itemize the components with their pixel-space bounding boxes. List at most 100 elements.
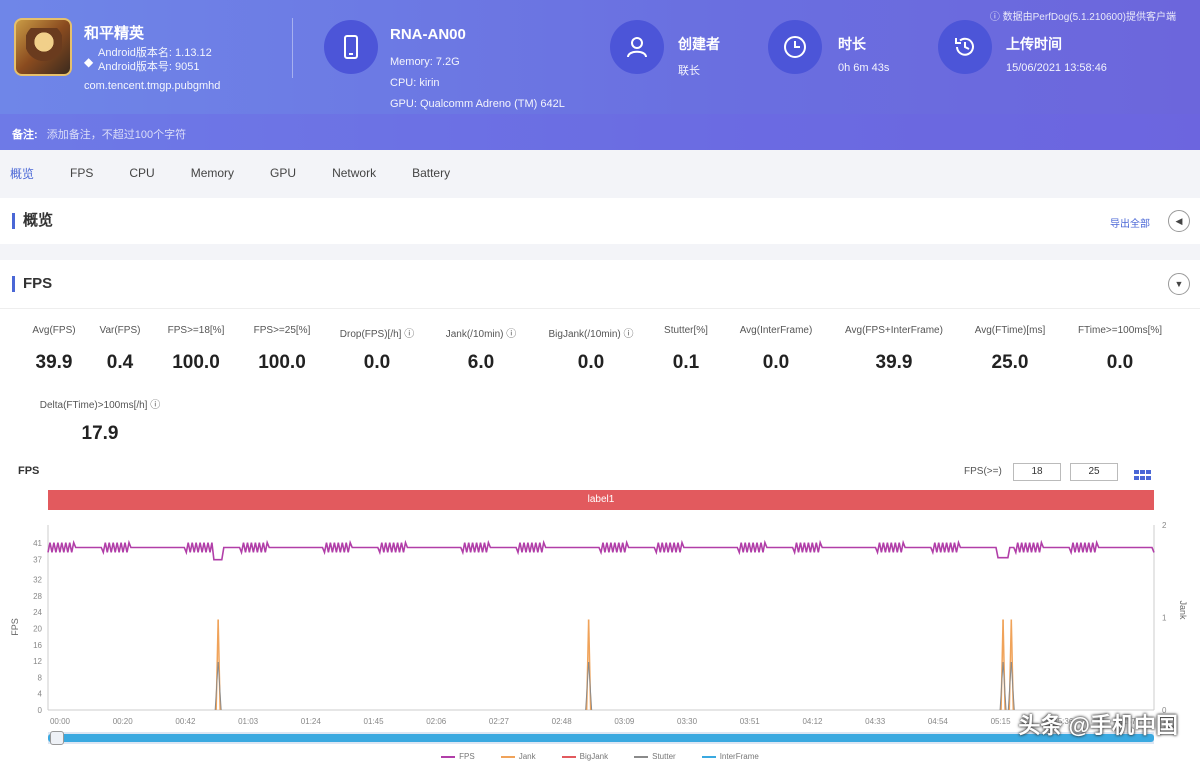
tab-overview[interactable]: 概览 xyxy=(10,166,35,181)
x-tick-label: 05:36 xyxy=(1053,717,1074,726)
stutter-spike xyxy=(588,661,593,711)
legend-label: BigJank xyxy=(579,752,609,761)
watermark: 头条 @手机中国 xyxy=(1018,713,1178,738)
duration-label: 时长 xyxy=(838,36,866,52)
stutter-spike xyxy=(1010,661,1015,711)
legend-label: FPS xyxy=(459,752,475,761)
phone-icon xyxy=(324,20,378,74)
android-diamond-icon: ◆ xyxy=(84,55,94,69)
x-tick-label: 00:20 xyxy=(113,717,134,726)
y2-tick-label: 0 xyxy=(1162,706,1167,715)
duration-value: 0h 6m 43s xyxy=(838,62,890,74)
collapse-left-icon[interactable]: ◀ xyxy=(1168,210,1190,232)
x-tick-label: 04:33 xyxy=(865,717,886,726)
legend-item[interactable]: BigJank xyxy=(561,752,609,761)
legend-item[interactable]: InterFrame xyxy=(701,752,759,761)
x-tick-label: 05:15 xyxy=(991,717,1012,726)
metric-value: 6.0 xyxy=(467,352,495,373)
fps-filter-label: FPS(>=) xyxy=(964,466,1002,477)
legend-label: InterFrame xyxy=(719,752,759,761)
legend-item[interactable]: Jank xyxy=(500,752,536,761)
note-bar[interactable]: 备注: 添加备注，不超过100个字符 xyxy=(0,114,1200,150)
stutter-spike xyxy=(999,661,1004,711)
metric-value: 0.0 xyxy=(363,352,391,373)
fps-panel-title: FPS xyxy=(12,276,52,292)
metric-value: 17.9 xyxy=(81,423,119,444)
metric-label: Avg(FPS+InterFrame) xyxy=(845,325,943,336)
stutter-spike xyxy=(1007,661,1012,711)
metric-label: FPS>=25[%] xyxy=(253,325,311,336)
settings-grid-icon[interactable] xyxy=(1134,467,1152,480)
tab-cpu[interactable]: CPU xyxy=(129,166,155,180)
note-label: 备注: xyxy=(12,129,38,141)
export-all-link[interactable]: 导出全部 xyxy=(1110,219,1150,230)
x-tick-label: 03:09 xyxy=(614,717,635,726)
fps-threshold-input-1[interactable]: 18 xyxy=(1013,463,1061,481)
tab-bar: 概览 FPS CPU Memory GPU Network Battery xyxy=(0,150,1200,196)
tab-network[interactable]: Network xyxy=(332,166,377,180)
x-tick-label: 00:00 xyxy=(50,717,71,726)
y-tick-label: 41 xyxy=(33,539,42,548)
time-range-slider[interactable] xyxy=(48,731,1154,745)
perfdog-credit: ⓘ 数据由PerfDog(5.1.210600)提供客户端 xyxy=(989,12,1176,23)
game-version-name: Android版本名: 1.13.12 xyxy=(98,47,212,59)
report-header: 和平精英 ◆ Android版本名: 1.13.12 Android版本号: 9… xyxy=(0,0,1200,150)
metric-label: FTime>=100ms[%] xyxy=(1077,325,1163,336)
y-axis-label: FPS xyxy=(10,618,20,636)
label-bar[interactable]: label1 xyxy=(48,490,1154,510)
history-icon xyxy=(938,20,992,74)
stutter-spike xyxy=(585,661,590,711)
tab-fps[interactable]: FPS xyxy=(70,166,94,180)
y2-axis-label: Jank xyxy=(1178,600,1188,620)
legend-item[interactable]: FPS xyxy=(441,752,475,761)
x-tick-label: 00:42 xyxy=(175,717,196,726)
device-cpu: CPU: kirin xyxy=(390,77,440,89)
creator-value: 联长 xyxy=(678,65,700,77)
y2-tick-label: 1 xyxy=(1162,614,1167,623)
metric-value: 25.0 xyxy=(991,352,1029,373)
y-tick-label: 12 xyxy=(33,657,42,666)
overview-panel: 概览 导出全部 ◀ xyxy=(0,198,1200,244)
fps-threshold-input-2[interactable]: 25 xyxy=(1070,463,1118,481)
metric-value: 0.0 xyxy=(762,352,790,373)
metric-value: 39.9 xyxy=(35,352,73,373)
legend-swatch xyxy=(500,755,515,758)
collapse-down-icon[interactable]: ▼ xyxy=(1168,273,1190,295)
x-tick-label: 04:12 xyxy=(802,717,823,726)
legend-swatch xyxy=(441,755,456,758)
stutter-spike xyxy=(214,661,219,711)
metric-value: 0.1 xyxy=(672,352,700,373)
metric-label: Drop(FPS)[/h] ⓘ xyxy=(339,329,415,340)
metric-label: Jank(/10min) ⓘ xyxy=(445,329,517,340)
slider-handle-left[interactable] xyxy=(50,731,64,745)
device-memory: Memory: 7.2G xyxy=(390,56,460,68)
header-divider xyxy=(292,18,293,78)
metric-value: 0.0 xyxy=(577,352,605,373)
upload-time-label: 上传时间 xyxy=(1006,36,1062,52)
slider-fill xyxy=(48,734,1154,742)
game-name: 和平精英 xyxy=(84,25,145,42)
stutter-spike xyxy=(217,661,222,711)
device-specs: Memory: 7.2G CPU: kirin GPU: Qualcomm Ad… xyxy=(390,52,565,115)
y-tick-label: 4 xyxy=(38,690,43,699)
legend-swatch xyxy=(561,755,576,758)
tab-battery[interactable]: Battery xyxy=(412,166,451,180)
chart-title: FPS xyxy=(18,465,40,477)
metric-label: Delta(FTime)>100ms[/h] ⓘ xyxy=(39,400,161,411)
legend-item[interactable]: Stutter xyxy=(634,752,676,761)
x-tick-label: 02:06 xyxy=(426,717,447,726)
x-tick-label: 04:54 xyxy=(928,717,949,726)
metric-value: 0.4 xyxy=(106,352,134,373)
tab-memory[interactable]: Memory xyxy=(190,166,235,180)
overview-title: 概览 xyxy=(12,213,53,229)
y2-tick-label: 2 xyxy=(1162,521,1167,530)
y-tick-label: 8 xyxy=(38,673,43,682)
metric-label: Avg(FTime)[ms] xyxy=(974,325,1046,336)
tab-gpu[interactable]: GPU xyxy=(270,166,297,180)
metric-value: 100.0 xyxy=(172,352,220,373)
legend-swatch xyxy=(701,755,716,758)
note-input[interactable]: 添加备注，不超过100个字符 xyxy=(46,129,187,141)
metric-label: Avg(InterFrame) xyxy=(739,325,813,336)
metric-label: Avg(FPS) xyxy=(32,325,76,336)
